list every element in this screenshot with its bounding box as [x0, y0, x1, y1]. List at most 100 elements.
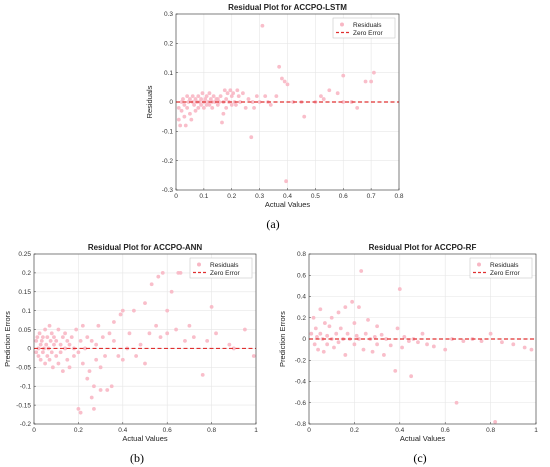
y-tick-label: 0.25 — [18, 251, 31, 258]
data-point — [234, 103, 238, 107]
x-tick-label: 0.3 — [255, 193, 264, 200]
data-point — [154, 323, 159, 328]
data-point — [224, 105, 229, 110]
data-point — [45, 354, 50, 358]
data-point — [318, 307, 323, 312]
data-point — [225, 91, 230, 96]
data-point — [176, 117, 181, 122]
data-point — [375, 342, 379, 347]
data-point — [76, 350, 81, 355]
data-point — [116, 354, 121, 358]
y-tick-label: -0.05 — [16, 365, 31, 372]
data-point — [196, 105, 201, 110]
panel-caption: (a) — [266, 217, 279, 231]
data-point — [78, 410, 83, 415]
data-point — [252, 105, 256, 110]
data-point — [34, 350, 39, 355]
data-point — [39, 338, 44, 343]
data-point — [187, 323, 192, 328]
data-point — [188, 111, 192, 116]
data-point — [52, 342, 56, 347]
y-tick-label: 0 — [27, 346, 31, 353]
data-point — [388, 343, 393, 348]
y-axis-label: Prediction Errors — [3, 311, 12, 367]
data-point — [345, 331, 350, 336]
y-tick-label: 0.1 — [22, 308, 31, 315]
data-point — [243, 327, 247, 332]
data-point — [179, 100, 184, 104]
data-point — [182, 114, 187, 119]
data-point — [204, 94, 209, 99]
data-point — [217, 100, 222, 104]
legend-marker-residuals — [477, 262, 481, 267]
data-point — [375, 324, 379, 329]
data-point — [186, 100, 191, 104]
y-tick-label: -0.8 — [295, 421, 307, 428]
data-point — [220, 120, 224, 125]
data-point — [229, 94, 234, 99]
data-point — [370, 349, 375, 354]
data-point — [199, 97, 203, 101]
data-point — [92, 406, 96, 411]
data-point — [218, 94, 223, 99]
data-point — [343, 305, 348, 310]
data-point — [201, 105, 206, 110]
panel-caption: (c) — [413, 451, 426, 465]
data-point — [372, 334, 377, 339]
data-point — [169, 289, 174, 294]
y-tick-label: -0.15 — [16, 402, 31, 409]
y-tick-label: 0.15 — [18, 289, 31, 296]
data-point — [335, 91, 340, 96]
data-point — [43, 361, 47, 366]
data-point — [120, 357, 125, 362]
data-point — [238, 100, 243, 104]
data-point — [384, 337, 389, 341]
x-tick-label: 0.4 — [118, 427, 127, 434]
legend-marker-residuals — [340, 22, 344, 27]
data-point — [206, 100, 210, 104]
data-point — [72, 354, 76, 358]
legend-label-zero-error: Zero Error — [490, 270, 520, 277]
data-point — [406, 339, 411, 344]
data-point — [409, 374, 414, 379]
data-point — [361, 347, 366, 352]
data-point — [235, 88, 240, 93]
x-tick-label: 1 — [254, 427, 258, 434]
x-tick-label: 0.6 — [339, 193, 348, 200]
data-point — [315, 334, 319, 339]
data-point — [319, 94, 323, 99]
data-point — [246, 97, 251, 101]
data-point — [522, 345, 527, 350]
data-point — [50, 365, 55, 370]
data-point — [215, 103, 220, 107]
data-point — [127, 331, 132, 336]
data-point — [199, 103, 203, 107]
data-point — [274, 94, 279, 99]
data-point — [327, 324, 332, 329]
data-point — [257, 100, 262, 104]
data-point — [85, 376, 90, 381]
data-point — [156, 274, 161, 279]
data-point — [263, 94, 268, 99]
data-point — [45, 335, 50, 340]
data-point — [120, 308, 125, 313]
x-tick-label: 0.2 — [227, 193, 236, 200]
data-point — [214, 331, 218, 336]
data-point — [196, 94, 201, 99]
data-point — [179, 108, 184, 113]
legend-label-zero-error: Zero Error — [353, 30, 383, 37]
data-point — [359, 269, 364, 273]
panel-caption: (b) — [130, 451, 144, 465]
data-point — [321, 97, 326, 101]
data-point — [479, 339, 484, 344]
data-point — [193, 97, 198, 101]
data-point — [205, 338, 210, 343]
x-tick-label: 0.7 — [367, 193, 376, 200]
data-point — [420, 331, 425, 336]
data-point — [341, 100, 346, 104]
data-point — [229, 103, 234, 107]
x-tick-label: 1 — [534, 427, 538, 434]
data-point — [215, 97, 220, 101]
y-tick-label: -0.2 — [295, 357, 307, 364]
data-point — [189, 117, 194, 122]
